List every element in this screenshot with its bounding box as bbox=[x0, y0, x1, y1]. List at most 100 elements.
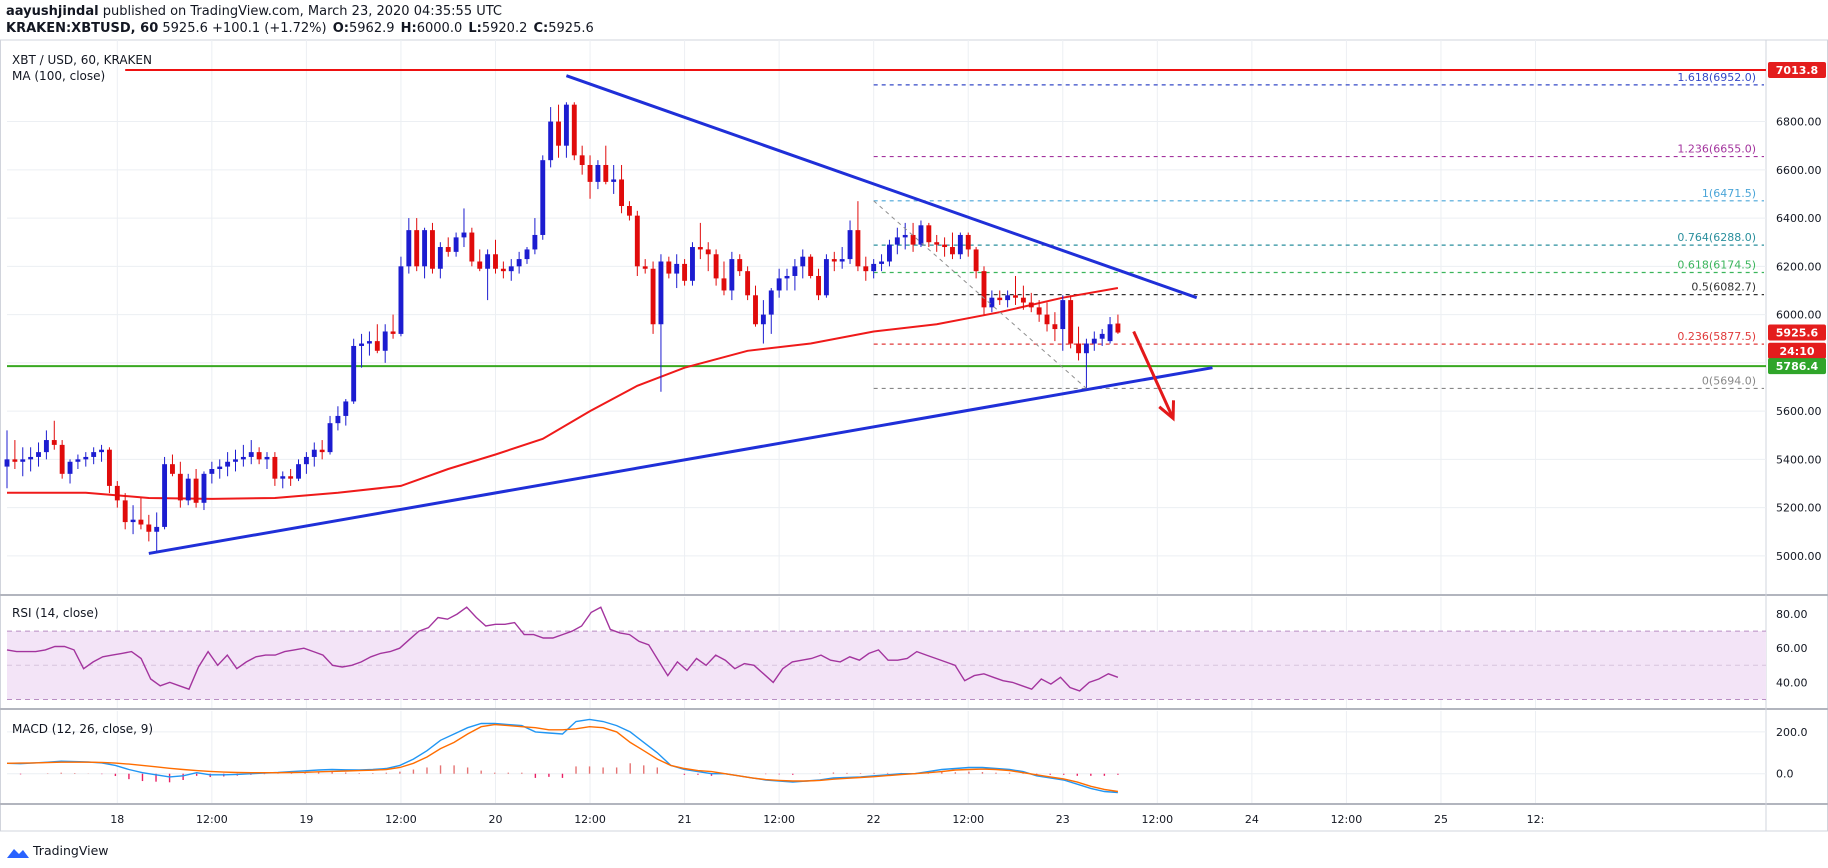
candle-down bbox=[59, 440, 65, 479]
fibonacci-retracement[interactable]: 1.618(6952.0) 1.236(6655.0) 1(6471.5) 0.764… bbox=[873, 71, 1764, 390]
candle-down bbox=[855, 201, 861, 272]
author-name[interactable]: aayushjindal bbox=[6, 4, 99, 19]
candle-body bbox=[682, 263, 688, 281]
close-value: 5925.6 bbox=[548, 21, 594, 36]
candle-body bbox=[989, 297, 995, 308]
candle-down bbox=[666, 256, 672, 279]
candle-body bbox=[461, 232, 467, 238]
candle-body bbox=[154, 526, 160, 532]
tradingview-logo[interactable]: TradingView bbox=[7, 843, 109, 858]
candle-body bbox=[776, 278, 782, 291]
price-tag-bg bbox=[1768, 358, 1826, 375]
candle-down bbox=[603, 145, 609, 185]
candle-up bbox=[217, 459, 223, 479]
candle-body bbox=[36, 452, 41, 457]
candle-up bbox=[422, 227, 428, 279]
fib-label-1: 1(6471.5) bbox=[1702, 187, 1756, 200]
candle-body bbox=[122, 500, 128, 523]
candle-body bbox=[99, 449, 104, 453]
candle-up bbox=[43, 430, 49, 460]
candle-body bbox=[871, 263, 877, 272]
candle-up bbox=[792, 259, 798, 291]
candle-down bbox=[650, 261, 656, 334]
candle-up bbox=[540, 155, 546, 240]
candle-up bbox=[729, 251, 735, 301]
candle-up bbox=[303, 452, 309, 474]
candle-body bbox=[823, 259, 829, 296]
candle-up bbox=[1107, 317, 1113, 344]
fib-label-0: 0(5694.0) bbox=[1702, 374, 1756, 387]
trendlines[interactable] bbox=[148, 74, 1213, 555]
candle-down bbox=[1020, 285, 1026, 310]
candle-body bbox=[406, 230, 412, 267]
candle-body bbox=[319, 449, 325, 453]
candle-down bbox=[12, 440, 18, 470]
down-arrow-head bbox=[1158, 400, 1176, 422]
candle-body bbox=[556, 121, 561, 146]
candle-up bbox=[359, 333, 364, 368]
rsi-tick-label: 80.00 bbox=[1776, 608, 1808, 621]
candle-up bbox=[879, 254, 885, 272]
candle-body bbox=[508, 266, 514, 272]
candle-up bbox=[1060, 295, 1066, 351]
candle-up bbox=[902, 222, 908, 250]
candle-body bbox=[1060, 300, 1066, 330]
candle-body bbox=[296, 464, 301, 479]
candle-up bbox=[776, 268, 782, 298]
candle-body bbox=[437, 247, 443, 269]
price-change: +100.1 (+1.72%) bbox=[212, 21, 327, 36]
candle-down bbox=[1013, 275, 1018, 305]
candle-up bbox=[918, 220, 924, 248]
time-tick-label: 12:00 bbox=[952, 813, 984, 826]
candle-down bbox=[579, 145, 585, 175]
axes: 5000.005200.005400.005600.005800.006000.… bbox=[110, 116, 1821, 826]
chart-legend-ma: MA (100, close) bbox=[12, 69, 105, 83]
candle-body bbox=[374, 341, 380, 351]
candle-down bbox=[256, 447, 262, 465]
candle-body bbox=[626, 206, 632, 216]
candle-body bbox=[500, 268, 506, 272]
candle-down bbox=[319, 440, 325, 460]
candle-down bbox=[1068, 295, 1074, 349]
candle-body bbox=[721, 278, 727, 291]
candle-body bbox=[1068, 300, 1074, 344]
candle-body bbox=[91, 452, 97, 457]
candle-down bbox=[997, 290, 1003, 305]
fib-label-0.764: 0.764(6288.0) bbox=[1677, 231, 1756, 244]
open-value: 5962.9 bbox=[349, 21, 395, 36]
candle-up bbox=[1099, 329, 1105, 346]
candle-body bbox=[351, 345, 357, 402]
candle-body bbox=[430, 230, 435, 269]
candle-up bbox=[398, 256, 404, 337]
rsi-band-fill bbox=[7, 631, 1766, 700]
candle-body bbox=[225, 461, 231, 467]
candle-up bbox=[453, 232, 459, 257]
symbol-name: KRAKEN:XBTUSD, 60 bbox=[6, 21, 159, 36]
candle-body bbox=[997, 297, 1003, 301]
candle-body bbox=[209, 469, 215, 474]
candle-body bbox=[642, 266, 648, 269]
candle-body bbox=[272, 456, 278, 479]
candle-body bbox=[532, 234, 538, 250]
candle-up bbox=[658, 254, 664, 392]
candle-body bbox=[587, 164, 593, 182]
open-label: O: bbox=[332, 21, 349, 36]
candle-body bbox=[1107, 324, 1113, 342]
candle-up bbox=[989, 290, 995, 313]
low-value: 5920.2 bbox=[481, 21, 528, 36]
candle-up bbox=[296, 459, 301, 482]
candle-down bbox=[737, 254, 743, 276]
candle-body bbox=[359, 343, 364, 346]
price-tag-bg bbox=[1768, 324, 1826, 341]
candle-body bbox=[690, 247, 695, 281]
candle-up bbox=[154, 512, 160, 552]
price-tag-label: 24:10 bbox=[1779, 345, 1814, 358]
price-tag-bg bbox=[1768, 342, 1826, 359]
candle-body bbox=[753, 295, 758, 325]
candle-up bbox=[366, 331, 372, 356]
candle-up bbox=[1083, 338, 1089, 389]
candle-up bbox=[516, 251, 522, 274]
candle-body bbox=[390, 331, 396, 334]
horizontal-levels[interactable] bbox=[7, 68, 1766, 368]
